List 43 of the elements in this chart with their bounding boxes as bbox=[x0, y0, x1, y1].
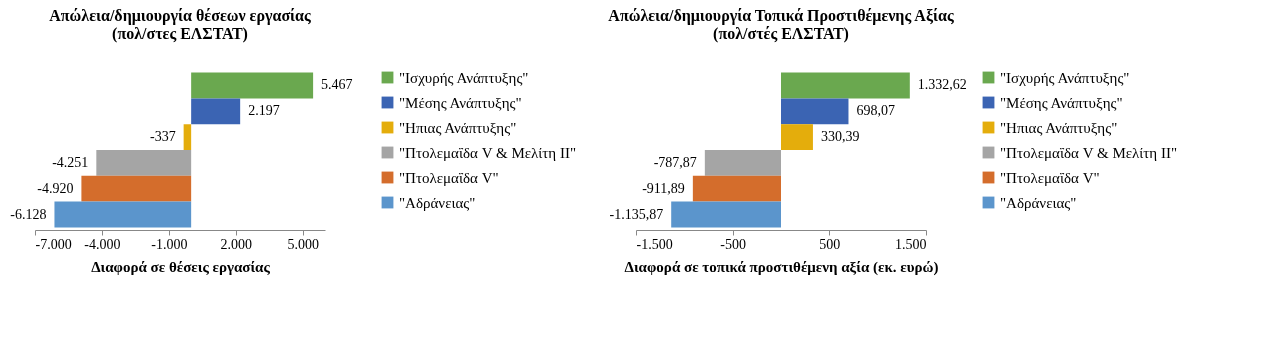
x-axis-title: Διαφορά σε θέσεις εργασίας bbox=[91, 258, 271, 275]
x-tick-label: -500 bbox=[720, 236, 746, 252]
data-label: 698,07 bbox=[856, 103, 895, 119]
legend-label: "Ισχυρής Ανάπτυξης" bbox=[399, 69, 529, 86]
x-axis-title: Διαφορά σε τοπικά προστιθέμενη αξία (εκ. ευρώ) bbox=[624, 258, 939, 276]
chart-title: Απώλεια/δημιουργία θέσεων εργασίας (πολ/στες ΕΛΣΤΑΤ) bbox=[49, 7, 311, 43]
legend-label: "Μέσης Ανάπτυξης" bbox=[399, 94, 522, 111]
x-tick-label: 1.500 bbox=[895, 236, 927, 252]
bar bbox=[54, 201, 192, 228]
bar bbox=[183, 124, 192, 150]
data-label: 1.332,62 bbox=[917, 77, 967, 93]
bar bbox=[191, 98, 241, 125]
data-label: -4.251 bbox=[52, 154, 89, 170]
data-label: -337 bbox=[149, 129, 176, 145]
legend-label: "Πτολεμαΐδα V" bbox=[399, 169, 499, 186]
data-label: 330,39 bbox=[820, 129, 860, 145]
x-tick-label: 500 bbox=[819, 236, 841, 252]
data-label: -911,89 bbox=[642, 180, 685, 196]
x-tick-label: -7.000 bbox=[35, 236, 72, 252]
data-label: -1.135,87 bbox=[609, 206, 664, 222]
data-label: 2.197 bbox=[248, 103, 280, 119]
legend-label: "Μέσης Ανάπτυξης" bbox=[1000, 94, 1123, 111]
data-label: 5.467 bbox=[321, 77, 353, 93]
bar bbox=[191, 72, 314, 99]
bar bbox=[96, 150, 192, 176]
legend-label: "Αδράνειας" bbox=[1000, 194, 1077, 211]
data-label: -787,87 bbox=[653, 154, 697, 170]
legend-label: "Ηπιας Ανάπτυξης" bbox=[1000, 119, 1118, 136]
legend-label: "Ισχυρής Ανάπτυξης" bbox=[1000, 69, 1130, 86]
x-tick-label: -1.000 bbox=[151, 236, 188, 252]
x-tick-label: -4.000 bbox=[84, 236, 121, 252]
x-tick-label: -1.500 bbox=[636, 236, 673, 252]
x-tick-label: 2.000 bbox=[220, 236, 253, 252]
legend-label: "Πτολεμαΐδα V & Μελίτη ΙΙ" bbox=[399, 144, 577, 161]
x-tick-label: 5.000 bbox=[287, 236, 319, 252]
legend-label: "Πτολεμαΐδα V" bbox=[1000, 169, 1100, 186]
legend-label: "Πτολεμαΐδα V & Μελίτη ΙΙ" bbox=[1000, 144, 1178, 161]
chart-title: Απώλεια/δημιουργία Τοπικά Προστιθέμενης Αξίας (πολ/στές ΕΛΣΤΑΤ) bbox=[608, 7, 954, 43]
legend-label: "Ηπιας Ανάπτυξης" bbox=[399, 119, 517, 136]
data-label: -4.920 bbox=[37, 180, 74, 196]
legend-label: "Αδράνειας" bbox=[399, 194, 476, 211]
data-label: -6.128 bbox=[10, 206, 47, 222]
bar bbox=[81, 175, 192, 202]
